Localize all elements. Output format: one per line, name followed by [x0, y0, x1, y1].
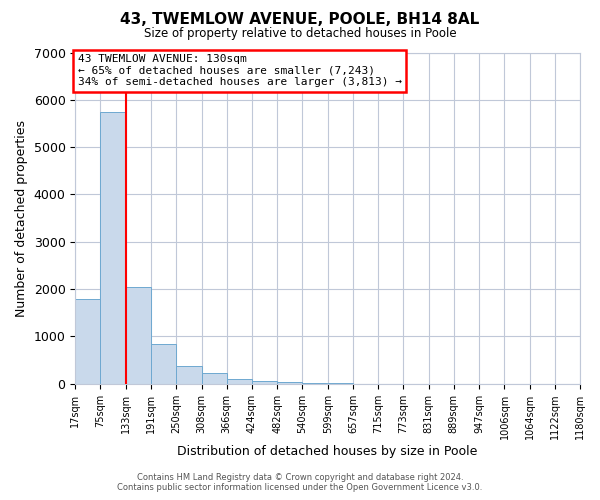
Bar	[227, 379, 252, 384]
Text: 43 TWEMLOW AVENUE: 130sqm
← 65% of detached houses are smaller (7,243)
34% of se: 43 TWEMLOW AVENUE: 130sqm ← 65% of detac…	[78, 54, 402, 88]
Bar	[202, 374, 227, 384]
Bar	[75, 300, 100, 384]
Bar	[176, 366, 202, 384]
Y-axis label: Number of detached properties: Number of detached properties	[15, 120, 28, 316]
Text: Contains HM Land Registry data © Crown copyright and database right 2024.
Contai: Contains HM Land Registry data © Crown c…	[118, 473, 482, 492]
X-axis label: Distribution of detached houses by size in Poole: Distribution of detached houses by size …	[178, 444, 478, 458]
Bar	[252, 382, 277, 384]
Text: 43, TWEMLOW AVENUE, POOLE, BH14 8AL: 43, TWEMLOW AVENUE, POOLE, BH14 8AL	[121, 12, 479, 28]
Bar	[100, 112, 125, 384]
Bar	[125, 286, 151, 384]
Text: Size of property relative to detached houses in Poole: Size of property relative to detached ho…	[143, 28, 457, 40]
Bar	[151, 344, 176, 384]
Bar	[277, 382, 302, 384]
